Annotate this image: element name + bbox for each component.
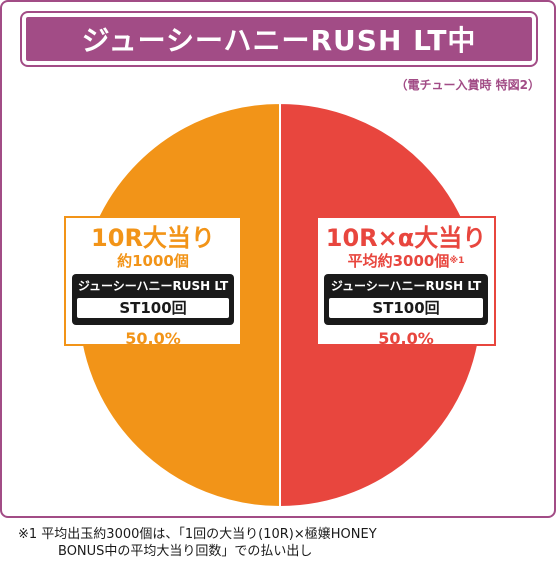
left-mode-label: ジューシーハニーRUSH LT — [76, 277, 230, 297]
right-sub-text: 平均約3000個 — [347, 252, 450, 270]
right-sub-mark: ※1 — [449, 256, 465, 266]
left-slice-label: 10R大当り 約1000個 ジューシーハニーRUSH LT ST100回 50.… — [64, 216, 242, 348]
footnote: ※1 平均出玉約3000個は、「1回の大当り(10R)×極嬢HONEY BONU… — [18, 526, 377, 560]
right-st-label: ST100回 — [328, 297, 484, 319]
left-main-label: 10R大当り — [91, 224, 215, 252]
left-st-label: ST100回 — [76, 297, 230, 319]
left-mode-block: ジューシーハニーRUSH LT ST100回 — [72, 274, 234, 325]
right-mode-block: ジューシーハニーRUSH LT ST100回 — [324, 274, 488, 325]
left-percent: 50.0% — [125, 329, 181, 348]
footnote-line1: ※1 平均出玉約3000個は、「1回の大当り(10R)×極嬢HONEY — [18, 527, 377, 542]
title-bar: ジューシーハニーRUSH LT中 — [22, 13, 536, 65]
page-title: ジューシーハニーRUSH LT中 — [81, 24, 477, 57]
right-percent: 50.0% — [378, 329, 434, 348]
footnote-line2: BONUS中の平均大当り回数」での払い出し — [58, 544, 313, 559]
right-main-label: 10R×α大当り — [325, 224, 487, 252]
right-sub-label: 平均約3000個※1 — [318, 252, 494, 270]
right-mode-label: ジューシーハニーRUSH LT — [328, 277, 484, 297]
left-sub-label: 約1000個 — [117, 252, 189, 270]
trigger-note: （電チュー入賞時 特図2） — [395, 78, 540, 92]
right-slice-label: 10R×α大当り 平均約3000個※1 ジューシーハニーRUSH LT ST10… — [316, 216, 496, 348]
